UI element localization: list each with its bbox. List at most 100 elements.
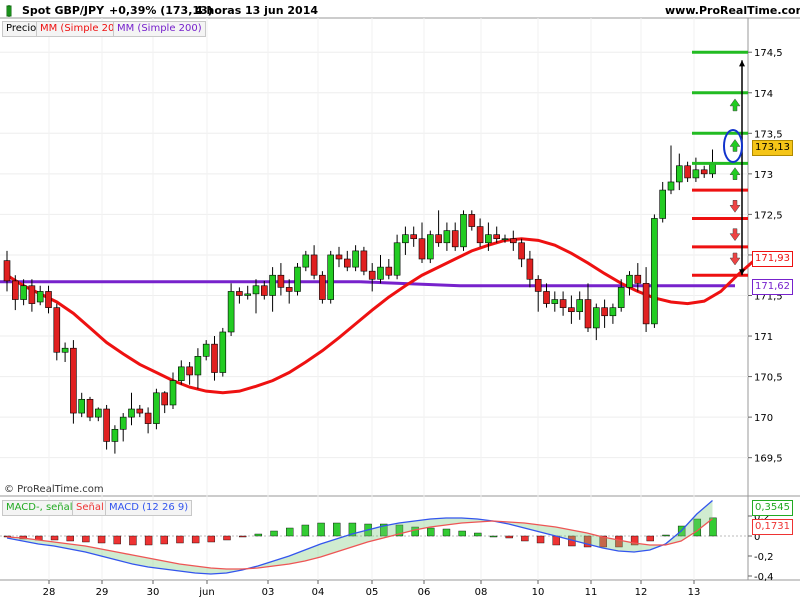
candle-up <box>244 293 251 296</box>
price-tick-label: 171 <box>754 332 773 343</box>
candle-down <box>343 258 351 268</box>
highlight-ellipse <box>723 129 743 163</box>
candle-up <box>20 285 27 300</box>
legend-ma200[interactable]: MM (Simple 200) <box>113 21 206 37</box>
time-tick-label: 06 <box>418 587 431 598</box>
candle-down <box>568 307 575 313</box>
instrument-title: Spot GBP/JPY <box>22 4 105 17</box>
candle-up <box>327 254 335 300</box>
macd-tick-label: 0 <box>754 532 760 543</box>
macd-hist-down <box>615 535 623 548</box>
macd-hist-up <box>286 527 294 537</box>
candle-up <box>617 287 625 308</box>
candle-down <box>53 307 61 353</box>
candle-up <box>153 392 160 424</box>
time-tick-label: 30 <box>147 587 160 598</box>
timeframe-label: 4 horas <box>195 4 242 17</box>
candle-down <box>584 299 592 329</box>
arrow-down-icon <box>729 200 741 213</box>
macd-hist-up <box>458 530 466 537</box>
macd-hist-down <box>144 535 153 546</box>
candle-up <box>169 380 177 406</box>
candle-down <box>526 258 534 280</box>
macd-hist-down <box>583 535 592 548</box>
watermark: © ProRealTime.com <box>4 484 104 495</box>
arrow-up-icon <box>739 60 745 67</box>
candle-up <box>501 238 509 241</box>
price-tick-label: 173 <box>754 170 773 181</box>
macd-hist-down <box>66 535 74 542</box>
macd-hist-up <box>442 528 451 537</box>
macd-hist-down <box>97 535 106 544</box>
macd-hist-down <box>160 535 168 545</box>
candle-down <box>86 398 94 418</box>
time-tick-label: jun <box>198 587 214 598</box>
macd-hist-down <box>129 535 137 546</box>
ma200-price-tag: 171,62 <box>752 279 793 295</box>
time-tick-label: 08 <box>475 587 488 598</box>
candle-up <box>302 254 310 268</box>
candle-down <box>360 250 368 272</box>
candle-down <box>700 169 708 175</box>
price-tick-label: 170,5 <box>754 373 783 384</box>
arrow-down-icon <box>739 269 745 276</box>
candle-down <box>236 291 243 296</box>
macd-tick-label: 0,2 <box>754 512 770 523</box>
legend-ma20[interactable]: MM (Simple 20) <box>36 21 123 37</box>
candle-up <box>95 408 102 418</box>
macd-hist-up <box>254 533 263 537</box>
candle-down <box>451 230 459 248</box>
candle-down <box>634 274 642 284</box>
candle-down <box>543 291 550 304</box>
legend-macd-signal[interactable]: MACD-, señal <box>2 500 77 516</box>
candle-up <box>269 274 276 296</box>
candle-down <box>385 266 393 276</box>
candle-down <box>103 408 110 442</box>
macd-hist-up <box>270 530 278 537</box>
macd-fill <box>7 500 713 574</box>
candle-down <box>277 274 285 288</box>
candle-down <box>559 299 567 308</box>
legend-price[interactable]: Precio <box>2 21 41 37</box>
candle-down <box>601 307 608 317</box>
candle-down <box>509 238 517 244</box>
ma20-price-tag: 171,93 <box>752 251 793 267</box>
candle-down <box>319 274 326 300</box>
candle-down <box>3 260 11 282</box>
macd-hist-up <box>474 532 482 537</box>
candle-up <box>460 214 467 248</box>
macd-hist-down <box>113 535 121 545</box>
macd-hist-down <box>599 535 607 548</box>
macd-hist-up <box>662 534 670 537</box>
macd-hist-up <box>395 524 404 537</box>
macd-hist-down <box>191 535 200 544</box>
macd-hist-down <box>521 535 529 542</box>
candle-up <box>485 234 492 244</box>
candle-up <box>352 250 359 268</box>
candle-up <box>576 299 584 313</box>
legend-signal[interactable]: Señal <box>72 500 108 516</box>
macd-hist-down <box>82 535 90 543</box>
macd-hist-up <box>380 523 388 537</box>
candle-down <box>161 392 168 406</box>
candle-down <box>684 165 691 179</box>
price-tick-label: 170 <box>754 413 773 424</box>
candle-down <box>310 254 318 276</box>
macd-hist-down <box>536 535 545 544</box>
candle-up <box>119 416 127 430</box>
macd-hist-down <box>176 535 184 544</box>
candle-up <box>709 163 716 175</box>
candle-up <box>219 331 227 373</box>
candle-up <box>202 343 210 357</box>
candle-down <box>144 412 152 424</box>
macd-hist-up <box>411 526 419 537</box>
arrow-down-icon <box>729 228 741 242</box>
legend-macd[interactable]: MACD (12 26 9) <box>105 500 193 516</box>
arrow-up-icon <box>729 139 741 152</box>
site-label[interactable]: www.ProRealTime.com <box>665 4 800 17</box>
candle-up <box>194 356 202 376</box>
candle-down <box>410 234 418 240</box>
arrow-down-icon <box>729 252 741 266</box>
arrow-up-icon <box>729 167 741 180</box>
macd-hist-down <box>238 535 247 538</box>
